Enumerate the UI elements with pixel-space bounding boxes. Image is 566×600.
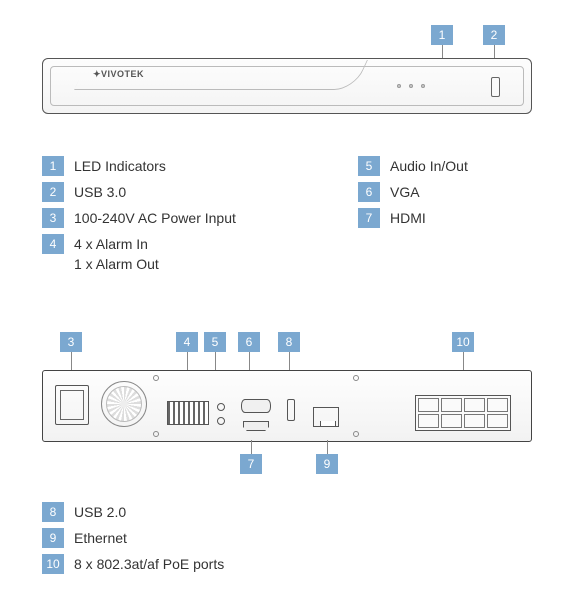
power-input <box>55 385 89 425</box>
alarm-terminal <box>167 401 209 425</box>
usb2-port <box>287 399 295 421</box>
legend-num: 10 <box>42 554 64 574</box>
legend-num: 2 <box>42 182 64 202</box>
legend-num: 9 <box>42 528 64 548</box>
legend-label: VGA <box>390 182 420 202</box>
legend-num: 7 <box>358 208 380 228</box>
audio-jack <box>217 417 225 425</box>
legend-num: 1 <box>42 156 64 176</box>
legend-num: 3 <box>42 208 64 228</box>
vga-port <box>241 399 271 413</box>
callout-3: 3 <box>60 332 82 352</box>
callout-line <box>71 352 72 372</box>
screw <box>353 375 359 381</box>
led-indicator <box>421 84 425 88</box>
fan-vent <box>101 381 147 427</box>
legend-label: LED Indicators <box>74 156 166 176</box>
legend-bottom: 8 USB 2.0 9 Ethernet 10 8 x 802.3at/af P… <box>42 502 224 580</box>
device-rear-panel <box>42 370 532 442</box>
legend-num: 8 <box>42 502 64 522</box>
ethernet-port <box>313 407 339 427</box>
callout-8: 8 <box>278 332 300 352</box>
poe-port-block <box>415 395 511 431</box>
audio-jack <box>217 403 225 411</box>
callout-line <box>289 352 290 372</box>
legend-item: 2 USB 3.0 <box>42 182 236 202</box>
legend-item: 8 USB 2.0 <box>42 502 224 522</box>
legend-num: 5 <box>358 156 380 176</box>
led-indicator <box>409 84 413 88</box>
legend-item: 10 8 x 802.3at/af PoE ports <box>42 554 224 574</box>
legend-num: 6 <box>358 182 380 202</box>
callout-line <box>249 352 250 372</box>
callout-line <box>327 440 328 454</box>
legend-label: HDMI <box>390 208 426 228</box>
brand-logo: ✦VIVOTEK <box>93 69 144 80</box>
legend-label: USB 3.0 <box>74 182 126 202</box>
callout-6: 6 <box>238 332 260 352</box>
legend-item: 9 Ethernet <box>42 528 224 548</box>
legend-label: 100-240V AC Power Input <box>74 208 236 228</box>
legend-top-right: 5 Audio In/Out 6 VGA 7 HDMI <box>358 156 468 234</box>
callout-line <box>251 440 252 454</box>
screw <box>353 431 359 437</box>
legend-item: 5 Audio In/Out <box>358 156 468 176</box>
callout-5: 5 <box>204 332 226 352</box>
callout-1: 1 <box>431 25 453 45</box>
legend-label: 8 x 802.3at/af PoE ports <box>74 554 224 574</box>
legend-label: Ethernet <box>74 528 127 548</box>
legend-item: 7 HDMI <box>358 208 468 228</box>
usb3-port <box>491 77 500 97</box>
callout-4: 4 <box>176 332 198 352</box>
legend-item: 1 LED Indicators <box>42 156 236 176</box>
legend-top-left: 1 LED Indicators 2 USB 3.0 3 100-240V AC… <box>42 156 236 280</box>
legend-label: 4 x Alarm In 1 x Alarm Out <box>74 234 159 274</box>
legend-num: 4 <box>42 234 64 254</box>
callout-7: 7 <box>240 454 262 474</box>
hdmi-port <box>243 421 269 431</box>
screw <box>153 431 159 437</box>
callout-line <box>463 352 464 372</box>
callout-10: 10 <box>452 332 474 352</box>
legend-label: Audio In/Out <box>390 156 468 176</box>
device-front-panel: ✦VIVOTEK <box>42 58 532 114</box>
legend-item: 4 4 x Alarm In 1 x Alarm Out <box>42 234 236 274</box>
legend-item: 6 VGA <box>358 182 468 202</box>
legend-item: 3 100-240V AC Power Input <box>42 208 236 228</box>
callout-2: 2 <box>483 25 505 45</box>
legend-label: USB 2.0 <box>74 502 126 522</box>
screw <box>153 375 159 381</box>
callout-line <box>215 352 216 372</box>
callout-9: 9 <box>316 454 338 474</box>
led-indicator <box>397 84 401 88</box>
callout-line <box>187 352 188 372</box>
